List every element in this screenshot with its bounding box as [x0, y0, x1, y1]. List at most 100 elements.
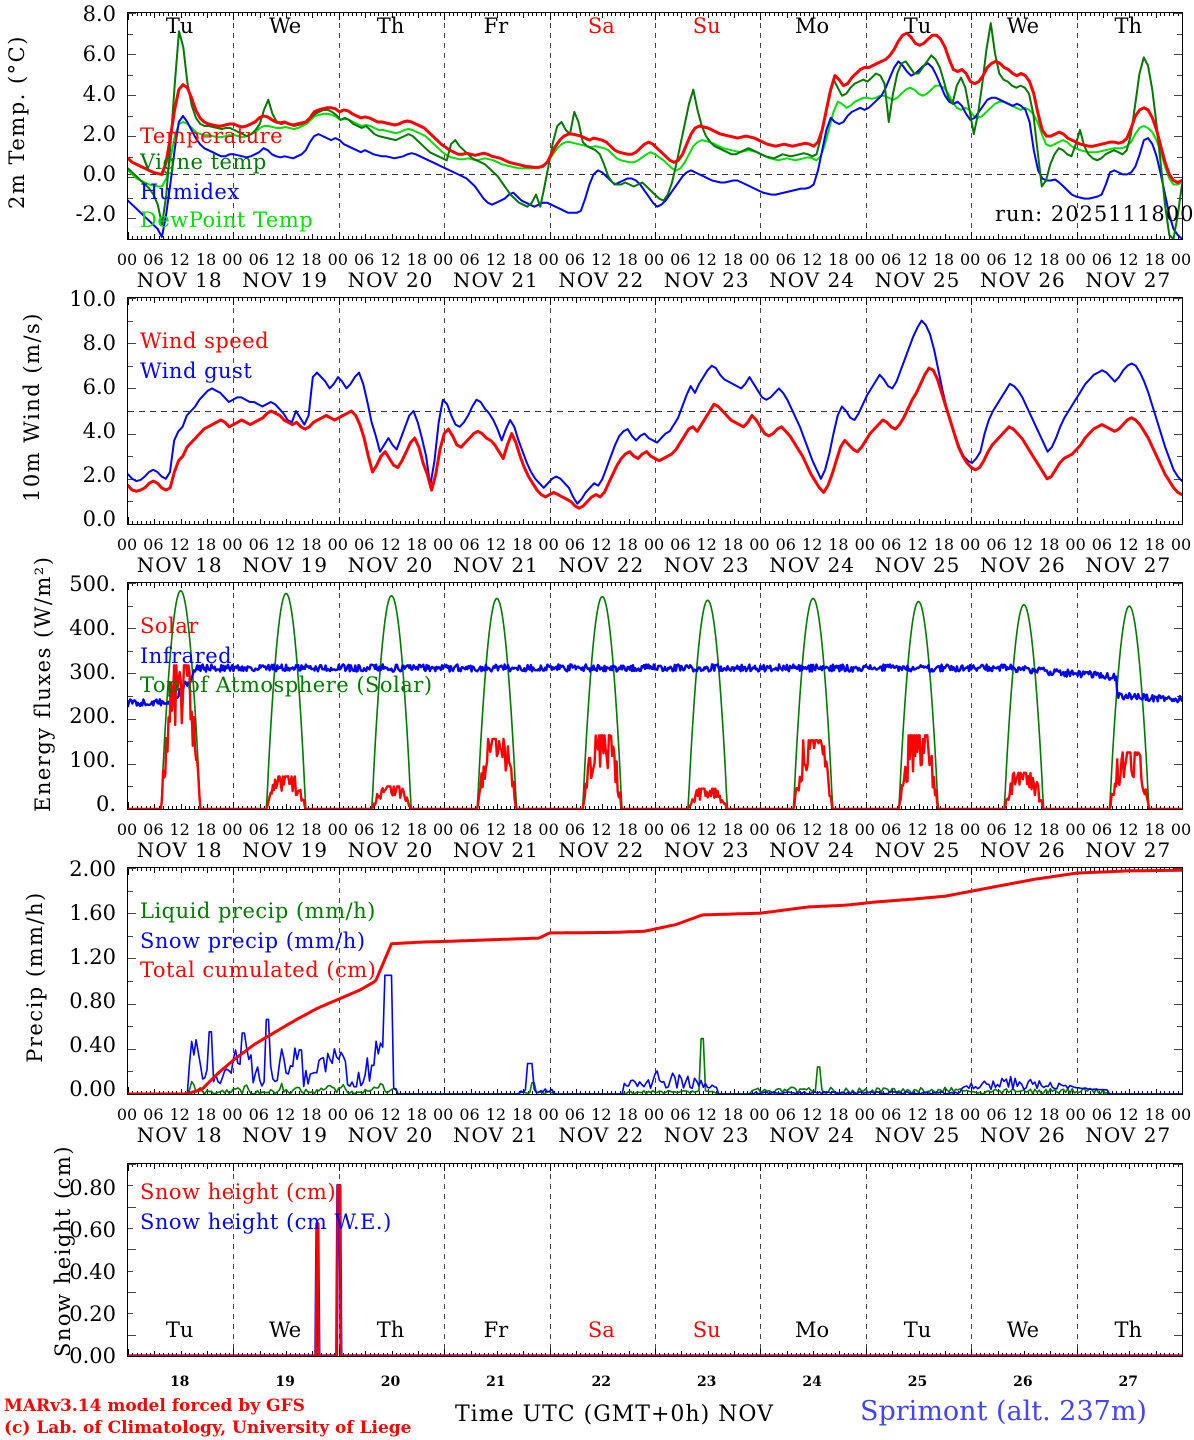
x-tick-hour: 12	[485, 820, 507, 839]
day-name-label-bottom: Th	[376, 1318, 405, 1342]
x-tick-hour: 18	[933, 535, 955, 554]
x-tick-hour: 18	[512, 820, 533, 839]
x-tick-hour: 00	[538, 535, 559, 554]
snow-svg	[128, 1164, 1182, 1356]
x-tick-date: NOV 22	[558, 1123, 645, 1147]
x-tick-hour: 12	[591, 820, 612, 839]
x-tick-hour: 12	[801, 820, 823, 839]
x-tick-hour: 06	[459, 250, 480, 269]
y-tick-energy-1: 400.	[69, 616, 116, 640]
x-tick-hour: 18	[828, 250, 849, 269]
x-tick-hour: 18	[301, 820, 322, 839]
x-tick-date: NOV 26	[979, 1123, 1066, 1147]
x-tick-hour: 00	[1065, 820, 1086, 839]
legend-energy-0: Solar	[140, 614, 199, 638]
x-tick-hour: 12	[696, 250, 717, 269]
x-tick-hour: 12	[485, 250, 507, 269]
x-tick-hour: 12	[801, 250, 823, 269]
x-tick-hour: 00	[643, 1105, 665, 1124]
x-tick-hour: 12	[1012, 250, 1034, 269]
x-tick-hour: 18	[933, 1105, 955, 1124]
x-tick-hour: 00	[433, 535, 454, 554]
x-tick-date: NOV 24	[769, 838, 855, 862]
x-tick-hour: 06	[353, 1105, 375, 1124]
x-tick-hour: 06	[248, 820, 269, 839]
x-tick-hour: 12	[380, 250, 401, 269]
x-tick-hour: 00	[538, 250, 559, 269]
x-tick-hour: 18	[1144, 250, 1165, 269]
energy-svg	[128, 583, 1182, 809]
x-tick-hour: 00	[327, 1105, 348, 1124]
x-tick-daynum: 18	[169, 1374, 190, 1390]
x-tick-hour: 06	[670, 1105, 691, 1124]
x-tick-hour: 18	[301, 250, 322, 269]
x-tick-hour: 18	[617, 535, 638, 554]
x-tick-hour: 12	[274, 820, 296, 839]
x-tick-hour: 00	[222, 250, 243, 269]
x-tick-hour: 12	[907, 535, 928, 554]
x-tick-hour: 06	[353, 535, 375, 554]
x-tick-hour: 06	[248, 250, 269, 269]
x-tick-hour: 12	[1118, 820, 1139, 839]
x-tick-hour: 18	[828, 535, 849, 554]
day-name-label-bottom: Th	[1114, 1318, 1143, 1342]
x-tick-hour: 00	[643, 250, 665, 269]
x-tick-date: NOV 25	[874, 553, 961, 577]
run-label: run: 2025111800	[995, 202, 1194, 226]
x-tick-date: NOV 20	[347, 838, 434, 862]
x-tick-hour: 00	[222, 1105, 243, 1124]
x-tick-hour: 18	[406, 250, 428, 269]
x-tick-date: NOV 22	[558, 268, 645, 292]
x-tick-daynum: 21	[486, 1374, 506, 1390]
x-tick-hour: 06	[353, 250, 375, 269]
y-tick-wind-1: 8.0	[82, 331, 116, 355]
x-tick-hour: 00	[327, 250, 348, 269]
x-tick-hour: 18	[617, 250, 638, 269]
y-tick-wind-4: 2.0	[82, 463, 116, 487]
x-tick-hour: 06	[459, 535, 480, 554]
x-tick-hour: 12	[591, 250, 612, 269]
x-tick-hour: 18	[195, 535, 217, 554]
y-tick-precip-1: 1.60	[69, 901, 116, 925]
y-tick-energy-2: 300.	[69, 660, 116, 684]
x-tick-date: NOV 23	[663, 1123, 750, 1147]
x-tick-hour: 00	[854, 1105, 875, 1124]
x-tick-hour: 06	[880, 820, 902, 839]
x-tick-hour: 12	[907, 1105, 928, 1124]
x-tick-hour: 06	[986, 535, 1007, 554]
x-tick-hour: 06	[564, 1105, 586, 1124]
plot-area-energy	[127, 582, 1183, 810]
y-tick-snow-3: 0.20	[69, 1302, 116, 1326]
x-tick-hour: 12	[380, 535, 401, 554]
y-tick-energy-0: 500.	[69, 572, 116, 596]
x-tick-hour: 06	[143, 1105, 164, 1124]
legend-temperature-1: Vigne temp	[140, 150, 267, 174]
x-tick-hour: 18	[195, 1105, 217, 1124]
x-tick-hour: 12	[591, 535, 612, 554]
x-tick-hour: 00	[854, 535, 875, 554]
x-tick-date: NOV 25	[874, 1123, 961, 1147]
x-tick-hour: 06	[670, 820, 691, 839]
day-name-label-top: Su	[692, 14, 721, 38]
x-tick-hour: 12	[1118, 1105, 1139, 1124]
x-tick-hour: 00	[960, 535, 981, 554]
x-tick-hour: 06	[1091, 1105, 1113, 1124]
wind-svg	[128, 298, 1182, 524]
x-tick-date: NOV 19	[242, 1123, 328, 1147]
x-tick-hour: 12	[1012, 535, 1034, 554]
x-tick-hour: 12	[274, 250, 296, 269]
x-tick-hour: 06	[143, 535, 164, 554]
x-tick-date: NOV 27	[1085, 553, 1172, 577]
x-tick-hour: 12	[907, 820, 928, 839]
day-name-label-bottom: We	[268, 1318, 302, 1342]
x-tick-hour: 00	[116, 1105, 138, 1124]
x-tick-date: NOV 23	[663, 838, 750, 862]
day-name-label-bottom: Tu	[903, 1318, 932, 1342]
x-tick-hour: 06	[564, 250, 586, 269]
y-tick-temperature-1: 6.0	[82, 42, 116, 66]
x-tick-hour: 06	[1091, 250, 1113, 269]
x-tick-hour: 18	[301, 535, 322, 554]
x-tick-hour: 18	[1039, 1105, 1060, 1124]
x-tick-hour: 06	[775, 1105, 796, 1124]
x-tick-date: NOV 21	[452, 1123, 539, 1147]
